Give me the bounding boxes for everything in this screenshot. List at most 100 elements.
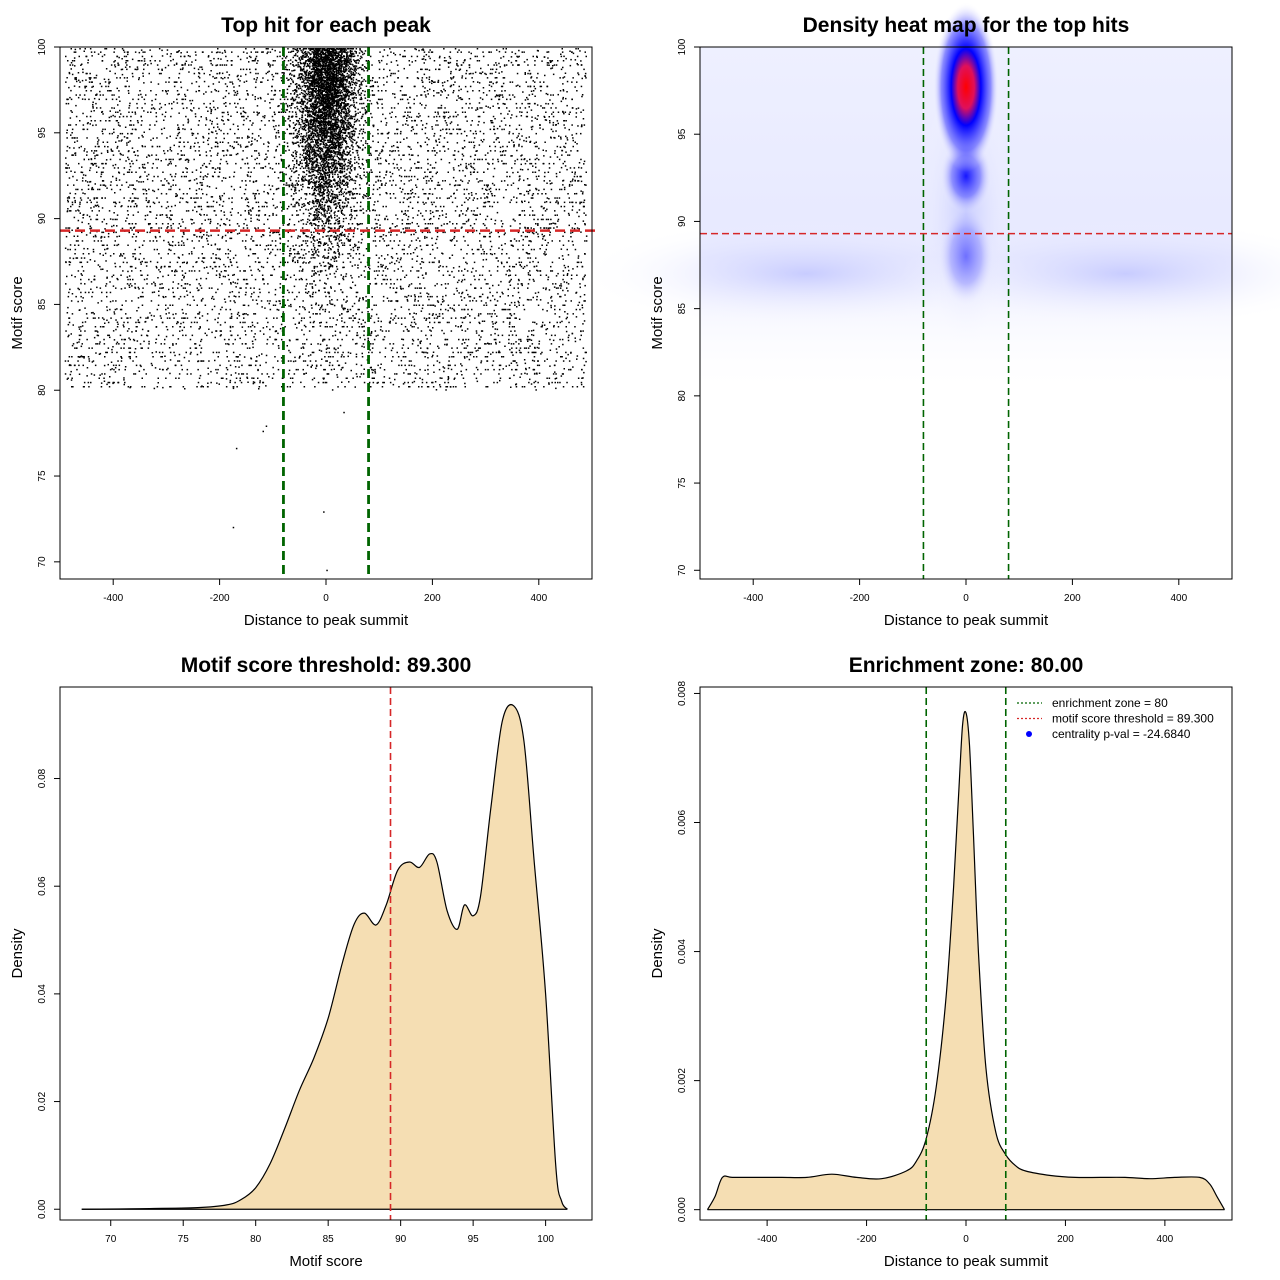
scatter-point <box>306 283 308 285</box>
scatter-point <box>307 165 310 167</box>
scatter-point <box>247 210 250 212</box>
scatter-point <box>407 145 410 148</box>
scatter-point <box>181 279 183 281</box>
scatter-point <box>393 107 396 109</box>
scatter-point <box>111 368 113 370</box>
scatter-point <box>426 386 429 388</box>
scatter-point <box>278 233 281 236</box>
scatter-point <box>438 368 441 371</box>
scatter-point <box>74 171 76 173</box>
scatter-point <box>329 356 332 358</box>
scatter-point <box>416 178 419 181</box>
scatter-point <box>400 323 403 325</box>
scatter-point <box>419 263 422 265</box>
scatter-point <box>419 283 421 285</box>
scatter-point <box>353 205 355 208</box>
scatter-point <box>77 356 80 358</box>
scatter-point <box>91 86 93 88</box>
scatter-point <box>452 351 454 354</box>
scatter-point <box>144 171 146 173</box>
scatter-point <box>564 165 567 167</box>
scatter-point <box>131 128 134 131</box>
scatter-point <box>267 283 269 285</box>
scatter-point <box>432 386 435 388</box>
scatter-point <box>518 257 521 259</box>
scatter-point <box>531 351 533 354</box>
scatter-point <box>398 386 400 388</box>
scatter-point <box>389 74 392 77</box>
scatter-point <box>436 317 438 319</box>
scatter-point <box>91 187 93 190</box>
scatter-point <box>404 111 406 113</box>
scatter-point <box>474 347 476 349</box>
scatter-point <box>201 68 204 71</box>
scatter-point <box>450 78 453 80</box>
scatter-point <box>380 320 382 323</box>
scatter-point <box>363 124 365 126</box>
scatter-point <box>380 150 383 153</box>
scatter-point <box>169 351 172 354</box>
scatter-point <box>221 52 224 54</box>
scatter-point <box>410 179 412 181</box>
scatter-point <box>321 270 323 272</box>
scatter-point <box>138 258 140 261</box>
scatter-point <box>444 343 446 346</box>
scatter-point <box>259 128 261 131</box>
scatter-point <box>343 325 345 328</box>
scatter-point <box>86 201 88 204</box>
scatter-point <box>409 313 411 315</box>
scatter-point <box>459 128 462 131</box>
scatter-point <box>85 72 87 75</box>
scatter-point <box>461 158 463 161</box>
scatter-point <box>449 221 451 223</box>
scatter-point <box>256 244 258 246</box>
scatter-point <box>283 60 285 62</box>
scatter-point <box>514 274 517 276</box>
scatter-point <box>201 51 204 53</box>
scatter-point <box>209 107 211 109</box>
scatter-point <box>305 193 308 195</box>
scatter-point <box>177 321 179 324</box>
scatter-point <box>193 270 196 272</box>
scatter-point <box>69 124 72 126</box>
scatter-point <box>478 321 480 324</box>
scatter-point <box>131 236 134 238</box>
scatter-point <box>151 104 153 106</box>
scatter-point <box>255 150 258 152</box>
scatter-point <box>458 97 460 99</box>
scatter-point <box>360 201 362 204</box>
scatter-point <box>382 278 385 281</box>
scatter-point <box>132 214 135 216</box>
scatter-point <box>445 389 447 391</box>
scatter-point <box>561 320 563 323</box>
scatter-point <box>505 308 507 311</box>
scatter-point <box>326 347 329 349</box>
scatter-point <box>217 288 219 291</box>
scatter-point <box>370 386 372 388</box>
scatter-point <box>322 166 324 168</box>
scatter-point <box>439 205 442 208</box>
scatter-point <box>250 364 252 367</box>
scatter-point <box>170 60 172 62</box>
scatter-point <box>104 128 106 131</box>
scatter-point <box>423 73 426 76</box>
scatter-point <box>497 334 500 337</box>
scatter-point <box>91 55 93 57</box>
scatter-point <box>481 293 484 296</box>
scatter-point <box>81 166 83 168</box>
scatter-point <box>448 128 451 131</box>
scatter-point <box>537 304 540 306</box>
scatter-point <box>120 360 123 362</box>
scatter-point <box>221 237 223 239</box>
scatter-point <box>287 360 290 362</box>
scatter-point <box>226 368 229 371</box>
scatter-point <box>545 288 547 291</box>
scatter-point <box>193 107 195 109</box>
scatter-point <box>126 276 129 278</box>
scatter-point <box>176 261 179 264</box>
scatter-point <box>208 137 210 140</box>
scatter-point <box>77 96 80 99</box>
scatter-point <box>422 277 425 279</box>
scatter-point <box>149 312 151 314</box>
scatter-point <box>331 186 333 188</box>
